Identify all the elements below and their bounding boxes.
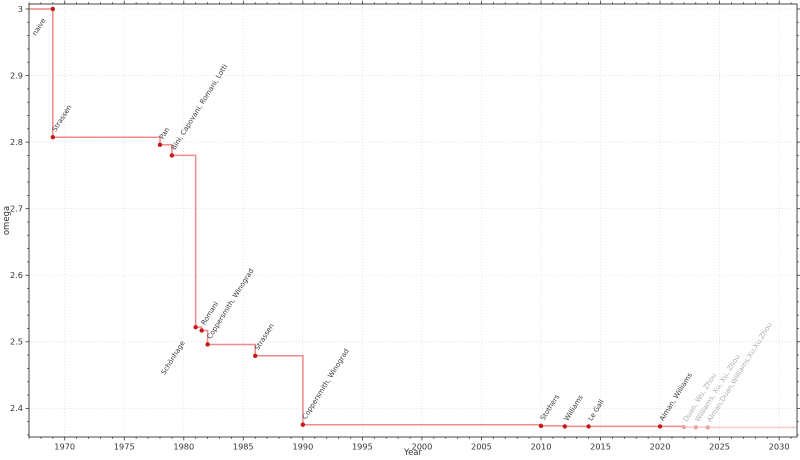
x-tick-label: 1985 [233, 442, 254, 452]
x-tick-label: 1980 [173, 442, 194, 452]
data-point-marker [586, 424, 591, 429]
x-tick-label: 2005 [471, 442, 492, 452]
y-tick-label: 2.6 [10, 270, 23, 280]
data-point-marker [157, 142, 163, 147]
y-tick-label: 2.9 [10, 70, 23, 80]
data-point-marker [253, 353, 258, 358]
data-point-marker [693, 425, 698, 430]
x-tick-label: 2020 [650, 442, 671, 452]
data-point-marker [193, 324, 198, 330]
data-point-marker [50, 134, 56, 140]
data-point-marker [205, 342, 210, 347]
data-point-marker [657, 424, 663, 429]
y-tick-label: 3 [18, 4, 23, 14]
y-tick-label: 2.5 [10, 337, 23, 347]
x-tick-label: 2030 [769, 442, 790, 452]
x-tick-label: 1970 [54, 442, 75, 452]
data-point-marker [50, 6, 56, 12]
gridlines [29, 4, 797, 437]
data-point-marker [300, 422, 306, 427]
data-point-marker [169, 153, 175, 158]
plot-border [28, 3, 798, 438]
y-axis-label: omega [2, 206, 12, 235]
x-tick-label: 2015 [590, 442, 611, 452]
x-tick-label: 2025 [709, 442, 730, 452]
x-tick-label: 2010 [531, 442, 552, 452]
x-tick-label: 2000 [412, 442, 433, 452]
x-tick-label: 1990 [292, 442, 313, 452]
x-axis-label: Year [403, 448, 423, 458]
x-tick-label: 1975 [114, 442, 135, 452]
data-point-marker [199, 328, 204, 333]
data-point-marker [705, 425, 710, 430]
data-point-marker [681, 424, 687, 430]
x-tick-label: 1995 [352, 442, 373, 452]
y-tick-label: 2.4 [10, 403, 23, 413]
data-point-marker [538, 423, 544, 429]
data-point-marker [562, 424, 568, 429]
y-tick-label: 2.7 [10, 203, 23, 213]
y-tick-label: 2.8 [10, 137, 23, 147]
